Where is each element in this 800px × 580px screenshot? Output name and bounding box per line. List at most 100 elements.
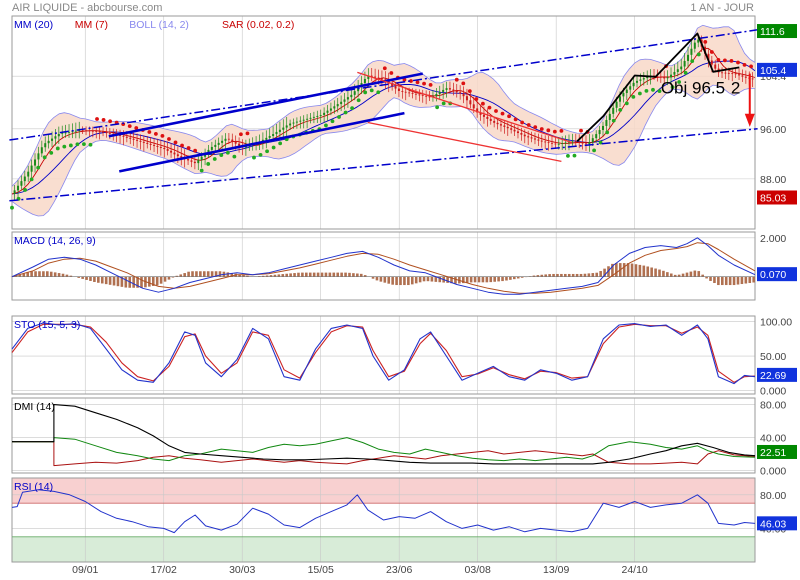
macd-histogram-bar [654,268,657,277]
candle-body [37,153,40,160]
macd-histogram-bar [724,276,728,286]
sar-dot [225,150,230,155]
candle-body [489,118,492,121]
candle-body [119,135,122,136]
macd-histogram-bar [736,276,740,285]
candle-body [425,95,428,97]
sar-dot [68,143,73,148]
candle-body [401,90,404,92]
sar-dot [703,39,708,44]
candle-body [533,138,536,140]
macd-histogram-bar [489,276,493,283]
candle-body [540,140,543,142]
macd-histogram-bar [348,272,351,277]
x-axis-label: 09/01 [72,564,98,576]
sar-dot [186,146,191,150]
sar-dot [428,83,433,87]
candle-body [564,142,567,144]
channel-lower-line [9,128,758,202]
candle-body [744,76,747,78]
sar-dot [356,98,361,103]
candle-body [731,73,734,75]
candle-body [306,118,309,120]
bollinger-band-fill [12,25,755,216]
sar-dot [729,58,734,63]
macd-histogram-bar [100,276,104,284]
macd-histogram-bar [383,276,387,283]
macd-histogram-bar [104,276,108,285]
candle-body [629,86,632,90]
x-axis-label: 17/02 [151,564,177,576]
candle-body [550,142,553,144]
sar-dot [559,128,564,133]
sar-dot [239,132,243,137]
macd-histogram-bar [375,276,379,281]
sar-dot [579,128,583,133]
sto-panel-border [11,315,756,395]
macd-value-label: 0.070 [760,269,786,281]
candle-body [336,104,339,107]
candle-body [238,143,241,146]
macd-histogram-bar [410,276,414,285]
candle-body [741,75,744,77]
macd-histogram-bar [552,273,555,277]
candle-body [81,130,84,131]
macd-histogram-bar [501,276,504,282]
candle-body [136,139,139,141]
macd-histogram-bar [709,276,712,281]
sar-dot [716,57,721,62]
candle-body [636,80,639,83]
macd-histogram-bar [336,272,340,277]
sto-legend-label: STO (15, 5, 3) [14,319,80,331]
x-axis-label: 03/08 [465,564,491,576]
macd-histogram-bar [591,273,595,277]
sar-dot [278,141,283,146]
sar-dot [690,59,695,64]
macd-histogram-bar [575,273,579,277]
macd-histogram-bar [728,276,732,286]
macd-histogram-bar [324,272,328,277]
sar-dot [742,62,747,67]
macd-histogram-bar [34,271,37,277]
candle-body [34,159,37,166]
macd-histogram-bar [159,276,163,284]
candle-body [574,141,577,143]
macd-histogram-bar [611,263,614,277]
macd-histogram-bar [418,276,422,283]
macd-histogram-bar [57,273,61,277]
candle-body [452,89,455,91]
macd-histogram-bar [658,269,661,277]
sar-dot [369,88,374,93]
candle-body [227,138,230,140]
sar-dot [147,130,152,134]
candle-body [442,89,445,92]
candle-body [513,129,516,132]
macd-histogram-bar [713,276,716,284]
macd-histogram-bar [49,271,53,277]
candle-body [129,137,132,139]
candle-body [68,131,71,133]
candle-body [673,71,676,75]
candle-body [479,112,482,115]
candle-body [448,88,451,90]
price-value-box [757,24,797,39]
sar-dot [330,119,335,124]
macd-histogram-bar [544,274,548,277]
sar-dot [409,79,413,83]
sar-dot [533,125,538,129]
sar-dot [592,148,597,153]
sar-dot [572,153,577,158]
candle-body [476,108,479,113]
sto-value-box [757,367,797,382]
sto-value-label: 22.69 [760,370,786,382]
candle-body [350,94,353,98]
candle-body [88,130,91,132]
sar-dot [546,128,551,133]
macd-histogram-bar [297,272,300,277]
macd-histogram-bar [285,273,289,277]
candle-body [445,88,448,90]
candle-body [676,69,679,72]
price-panel-border [11,15,756,230]
macd-histogram-bar [395,276,398,286]
